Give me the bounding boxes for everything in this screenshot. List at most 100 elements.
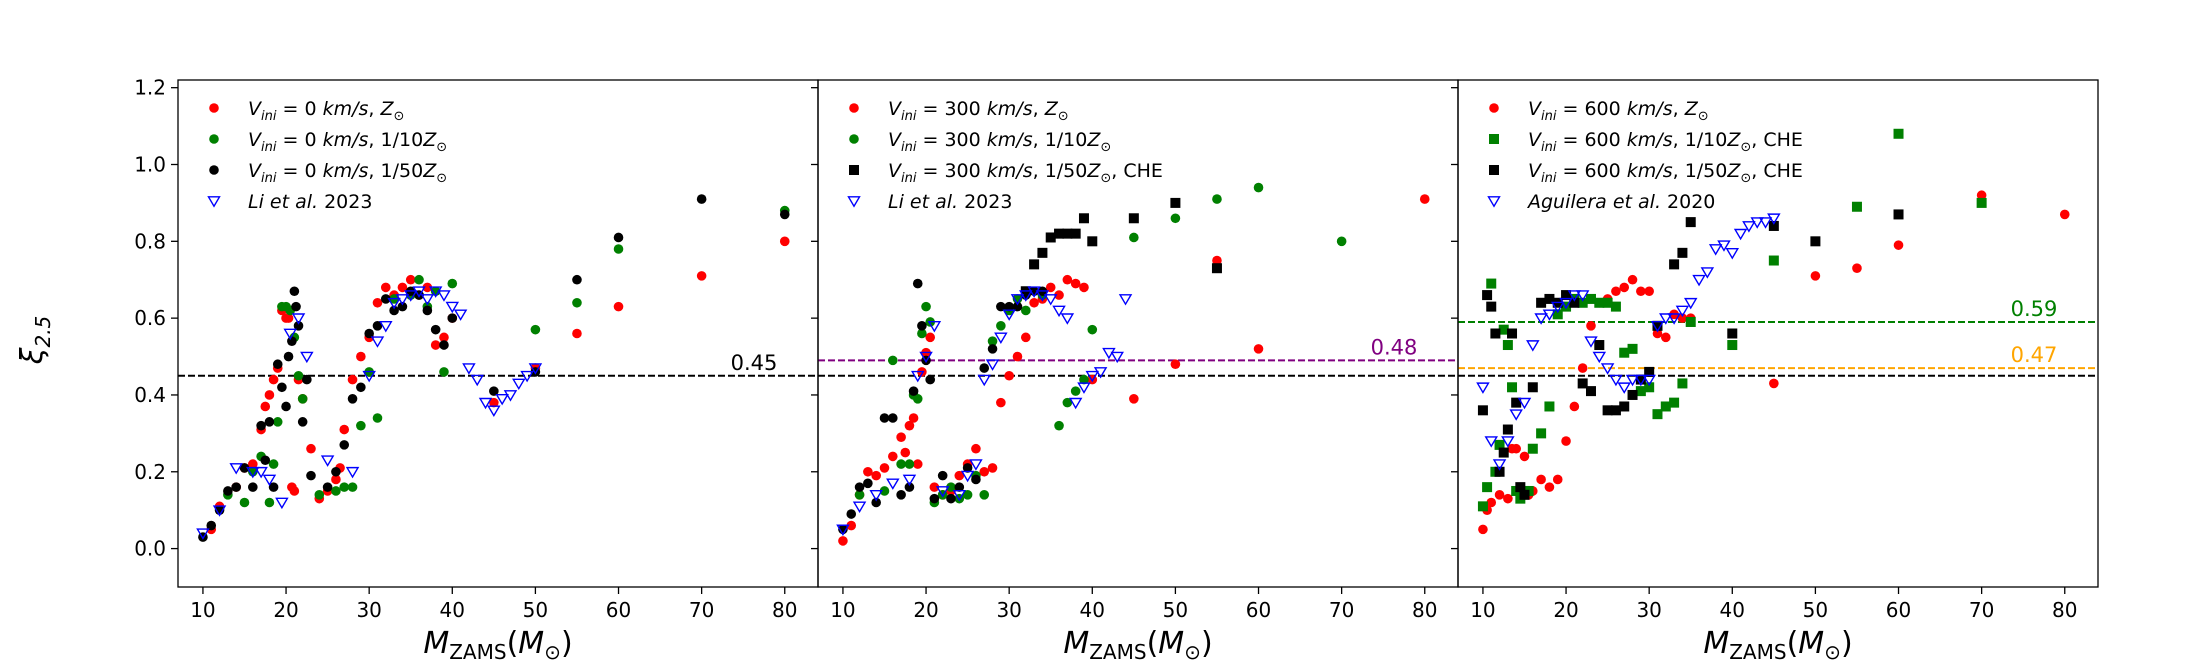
data-point [1577, 378, 1588, 389]
data-point [979, 490, 990, 500]
data-point [1494, 466, 1505, 477]
data-point [489, 386, 499, 396]
data-point [281, 401, 291, 412]
data-point [1085, 370, 1100, 383]
data-point [1610, 301, 1621, 312]
data-point [954, 482, 965, 492]
data-point [1611, 286, 1621, 297]
data-point [380, 294, 391, 304]
series-li-et-al-2023 [836, 286, 1133, 537]
x-tick-label: 20 [1553, 598, 1578, 622]
data-point [952, 489, 967, 502]
data-point [1617, 382, 1631, 394]
data-point [223, 486, 233, 496]
x-tick-label: 40 [440, 598, 465, 622]
legend-marker [207, 196, 221, 208]
data-point [272, 417, 283, 427]
data-point [1559, 297, 1573, 310]
data-point [1644, 382, 1655, 393]
data-point [1619, 401, 1630, 412]
data-point [902, 474, 917, 487]
legend-marker [209, 165, 219, 175]
x-tick-label: 10 [1470, 598, 1495, 622]
x-tick-label: 80 [2052, 598, 2077, 622]
data-point [613, 232, 624, 243]
data-point [370, 336, 385, 348]
data-point [439, 367, 449, 377]
y-tick-label: 0.6 [134, 306, 166, 330]
legend-label: Vini = 300 km/s, 1/10Z⊙ [888, 129, 1111, 155]
data-point [910, 370, 925, 383]
series-vini-600-km-s-1-10z-che [1477, 128, 1987, 512]
data-point [1482, 290, 1493, 301]
legend-label: Vini = 0 km/s, 1/50Z⊙ [248, 160, 447, 186]
data-point [1170, 197, 1181, 208]
data-point [405, 274, 416, 285]
data-point [1544, 293, 1555, 304]
data-point [291, 301, 301, 312]
x-tick-label: 60 [1886, 598, 1911, 622]
data-point [979, 363, 990, 373]
series-vini-300-km-s-1-50z-che [1020, 197, 1222, 297]
data-point [987, 344, 998, 354]
legend-marker [209, 134, 219, 144]
plot-frame [177, 79, 819, 588]
data-point [572, 328, 582, 339]
data-point [322, 482, 333, 492]
data-point [1526, 340, 1540, 352]
data-point [1644, 286, 1654, 297]
data-point [314, 490, 325, 500]
data-point [1536, 297, 1547, 308]
data-point [1584, 336, 1598, 348]
data-point [1052, 305, 1066, 318]
legend-marker [1489, 103, 1499, 113]
data-point [1534, 313, 1548, 325]
data-point [470, 374, 484, 387]
data-point [987, 463, 998, 473]
data-point [1569, 297, 1580, 308]
data-point [1010, 294, 1025, 306]
data-point [1118, 294, 1133, 306]
data-point [229, 463, 243, 475]
data-point [1476, 382, 1490, 394]
data-point [1625, 374, 1640, 387]
x-tick-label: 50 [1163, 598, 1188, 622]
reference-line-label: 0.48 [1371, 335, 1418, 359]
x-axis-label: MZAMS(M⊙) [1063, 626, 1212, 660]
data-point [1170, 213, 1181, 224]
data-point [846, 509, 857, 519]
y-axis-label: ξ2.5 [15, 316, 55, 366]
data-point [289, 286, 300, 297]
data-point [987, 336, 998, 346]
data-point [1486, 301, 1497, 312]
data-point [1527, 443, 1538, 454]
data-point [1660, 332, 1671, 343]
data-point [1536, 428, 1547, 439]
data-point [994, 332, 1008, 344]
data-point [946, 482, 956, 492]
data-point [302, 374, 312, 385]
data-point [1212, 194, 1222, 204]
data-point [937, 470, 948, 481]
data-point [339, 440, 350, 450]
data-point [268, 482, 279, 492]
data-point [495, 393, 509, 406]
data-point [297, 417, 308, 427]
data-point [1627, 389, 1638, 400]
x-axis-label: MZAMS(M⊙) [423, 626, 572, 660]
data-point [1976, 197, 1987, 208]
x-tick-label: 30 [996, 598, 1021, 622]
data-point [1070, 228, 1081, 239]
x-tick-label: 80 [1412, 598, 1437, 622]
data-point [1212, 255, 1222, 266]
reference-line-label: 0.59 [2011, 297, 2058, 321]
x-tick-label: 10 [190, 598, 215, 622]
data-point [206, 520, 217, 531]
data-point [871, 497, 881, 508]
legend-marker [1489, 165, 1499, 175]
data-point [1592, 351, 1607, 364]
data-point [331, 474, 341, 485]
data-point [254, 466, 268, 479]
data-point [1498, 324, 1509, 335]
data-point [1045, 232, 1056, 243]
